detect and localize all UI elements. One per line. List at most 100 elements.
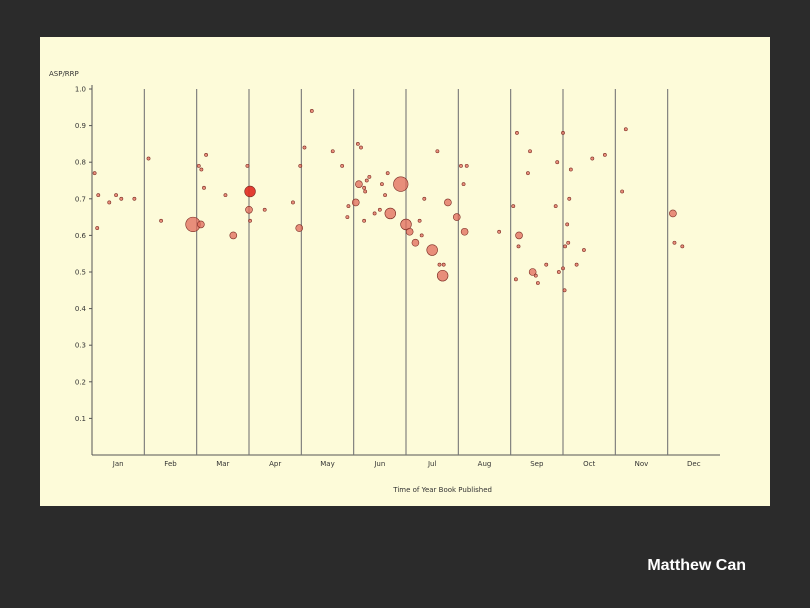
- data-point: [197, 220, 205, 229]
- x-tick-label: Mar: [216, 460, 229, 468]
- data-point: [202, 185, 206, 190]
- data-point: [563, 244, 567, 249]
- data-point: [114, 193, 118, 198]
- data-point: [533, 273, 538, 278]
- data-point: [385, 171, 390, 176]
- data-point: [417, 218, 422, 223]
- data-point: [245, 163, 250, 168]
- data-point: [436, 269, 449, 282]
- x-tick-label: Jun: [373, 460, 385, 468]
- data-point: [380, 182, 384, 187]
- y-axis-label: ASP/RRP: [49, 70, 79, 78]
- y-tick-label: 0.6: [75, 232, 87, 240]
- data-point: [405, 227, 414, 236]
- data-point: [345, 215, 350, 220]
- data-point: [553, 204, 558, 209]
- data-point: [199, 167, 204, 172]
- data-point: [669, 209, 677, 218]
- x-tick-label: Feb: [164, 460, 177, 468]
- data-point: [355, 142, 360, 146]
- y-tick-label: 0.1: [75, 415, 86, 423]
- data-point: [298, 163, 303, 168]
- data-point: [204, 152, 208, 157]
- data-point: [245, 205, 253, 214]
- x-tick-label: Oct: [583, 460, 595, 468]
- y-tick-label: 0.5: [75, 269, 86, 277]
- data-point: [384, 207, 396, 220]
- data-point: [444, 198, 452, 207]
- x-tick-label: Jan: [112, 460, 124, 468]
- data-point: [362, 218, 367, 223]
- data-point: [452, 213, 461, 221]
- data-point: [244, 185, 256, 198]
- data-point: [302, 145, 307, 150]
- y-tick-label: 0.9: [75, 122, 86, 130]
- data-point: [620, 189, 625, 194]
- data-point: [419, 233, 424, 238]
- data-point: [566, 240, 571, 245]
- data-point: [400, 218, 412, 231]
- x-tick-label: May: [320, 460, 334, 468]
- data-point: [464, 163, 469, 168]
- data-point: [513, 277, 518, 282]
- y-tick-label: 0.7: [75, 195, 86, 203]
- data-point: [441, 262, 446, 267]
- data-point: [411, 238, 420, 247]
- data-point: [516, 244, 521, 249]
- data-point: [544, 262, 549, 267]
- data-point: [426, 244, 438, 256]
- data-point: [367, 174, 372, 179]
- data-point: [562, 288, 567, 293]
- data-point: [574, 262, 579, 267]
- data-point: [372, 211, 377, 216]
- data-point: [146, 156, 151, 161]
- data-point: [561, 131, 565, 135]
- data-point: [515, 131, 519, 135]
- x-tick-label: Sep: [530, 460, 544, 468]
- data-point: [363, 189, 368, 194]
- data-point: [355, 180, 363, 188]
- y-tick-label: 0.4: [75, 305, 87, 313]
- data-point: [623, 127, 628, 132]
- data-point: [132, 196, 137, 201]
- data-point: [96, 193, 101, 198]
- data-point: [497, 229, 502, 234]
- data-point: [568, 167, 573, 172]
- author-name: Matthew Can: [647, 557, 746, 574]
- data-point: [262, 207, 267, 212]
- data-point: [393, 176, 409, 192]
- data-point: [92, 171, 97, 176]
- data-point: [459, 163, 463, 168]
- data-point: [291, 200, 295, 205]
- y-tick-label: 0.8: [75, 159, 86, 167]
- data-point: [248, 218, 252, 223]
- data-point: [565, 222, 570, 227]
- data-point: [672, 240, 677, 245]
- data-point: [535, 281, 540, 285]
- data-point: [107, 200, 112, 205]
- data-point: [377, 207, 382, 212]
- data-point: [295, 224, 304, 232]
- y-tick-label: 1.0: [75, 86, 86, 94]
- chart-panel: ASP/RRP 0.1 0.2 0.3 0.4 0.5 0.6 0.7 0.8 0.9 1.0 Jan…: [40, 37, 770, 506]
- data-point: [362, 185, 367, 190]
- x-tick-label: Nov: [635, 460, 649, 468]
- data-point: [330, 149, 335, 154]
- y-tick-label: 0.3: [75, 342, 86, 350]
- data-point: [528, 268, 537, 276]
- data-point: [364, 178, 369, 183]
- data-point: [309, 109, 314, 113]
- data-point: [515, 231, 523, 240]
- data-point: [346, 204, 351, 209]
- data-point: [223, 193, 228, 198]
- data-point: [528, 149, 532, 154]
- data-point: [590, 156, 595, 161]
- data-point: [511, 204, 516, 209]
- data-point: [351, 198, 360, 207]
- x-tick-label: Apr: [269, 460, 281, 468]
- data-point: [561, 266, 565, 271]
- data-point: [567, 196, 572, 201]
- data-point: [582, 248, 586, 252]
- data-point: [460, 227, 469, 236]
- data-point: [383, 193, 387, 198]
